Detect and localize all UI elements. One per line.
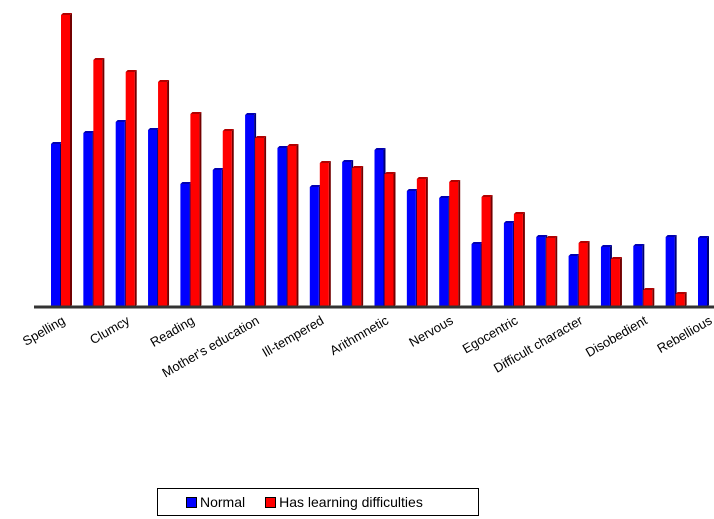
bar-normal-12 <box>439 196 451 307</box>
bar-learning-difficulties-17 <box>610 257 622 307</box>
bar-normal-15 <box>536 235 548 307</box>
bar-normal-6 <box>245 113 257 307</box>
bar-learning-difficulties-5 <box>222 129 234 307</box>
bar-normal-4 <box>180 182 192 307</box>
bar-normal-13 <box>471 242 483 307</box>
legend-swatch-normal <box>186 496 197 508</box>
bar-normal-5 <box>212 168 224 307</box>
bar-learning-difficulties-14 <box>513 212 525 307</box>
legend-item-normal: Normal <box>186 494 245 510</box>
bar-learning-difficulties-11 <box>416 177 428 307</box>
bars-group <box>51 13 709 307</box>
bar-learning-difficulties-19 <box>675 292 687 307</box>
x-tick-label: Clumcy <box>87 312 132 347</box>
bar-learning-difficulties-13 <box>481 195 493 307</box>
bar-normal-20 <box>698 236 709 307</box>
bar-normal-1 <box>83 131 95 307</box>
bar-normal-10 <box>374 148 386 307</box>
legend-label-normal: Normal <box>200 494 246 510</box>
bar-normal-0 <box>51 142 62 307</box>
bar-normal-8 <box>309 185 321 307</box>
bar-normal-9 <box>342 160 354 307</box>
bar-learning-difficulties-7 <box>287 144 299 307</box>
x-tick-label: Nervous <box>406 312 456 349</box>
bar-learning-difficulties-2 <box>125 70 137 307</box>
bar-normal-17 <box>600 245 612 307</box>
bar-normal-14 <box>503 221 515 307</box>
x-tick-label: Disobedient <box>583 312 650 360</box>
bar-learning-difficulties-15 <box>546 236 558 307</box>
bar-learning-difficulties-9 <box>352 166 364 307</box>
bar-normal-3 <box>148 128 160 307</box>
bar-normal-18 <box>633 244 645 307</box>
bar-learning-difficulties-16 <box>578 241 590 307</box>
bar-learning-difficulties-8 <box>319 161 331 307</box>
bar-normal-7 <box>277 146 289 307</box>
bar-normal-16 <box>568 254 580 307</box>
legend-item-learning-difficulties: Has learning difficulties <box>265 494 423 510</box>
x-tick-label: Reading <box>147 313 196 350</box>
bar-learning-difficulties-3 <box>158 80 170 307</box>
bar-learning-difficulties-10 <box>384 172 396 307</box>
x-tick-label: Spelling <box>20 313 68 349</box>
bar-learning-difficulties-6 <box>255 136 267 307</box>
bar-normal-11 <box>406 189 418 307</box>
bar-normal-2 <box>115 120 127 307</box>
bar-learning-difficulties-4 <box>190 112 202 307</box>
legend-label-learning-difficulties: Has learning difficulties <box>279 494 423 510</box>
bar-learning-difficulties-18 <box>643 288 655 307</box>
legend-swatch-learning-difficulties <box>265 496 277 508</box>
bar-learning-difficulties-1 <box>93 58 105 307</box>
x-tick-label: Rebellious <box>654 312 714 356</box>
x-tick-label: Arithmnetic <box>327 312 391 358</box>
x-tick-label: Ill-tempered <box>259 313 326 360</box>
bar-learning-difficulties-12 <box>449 180 461 307</box>
bar-normal-19 <box>665 235 677 307</box>
bar-learning-difficulties-0 <box>61 13 72 307</box>
legend: Normal Has learning difficulties <box>157 488 479 516</box>
